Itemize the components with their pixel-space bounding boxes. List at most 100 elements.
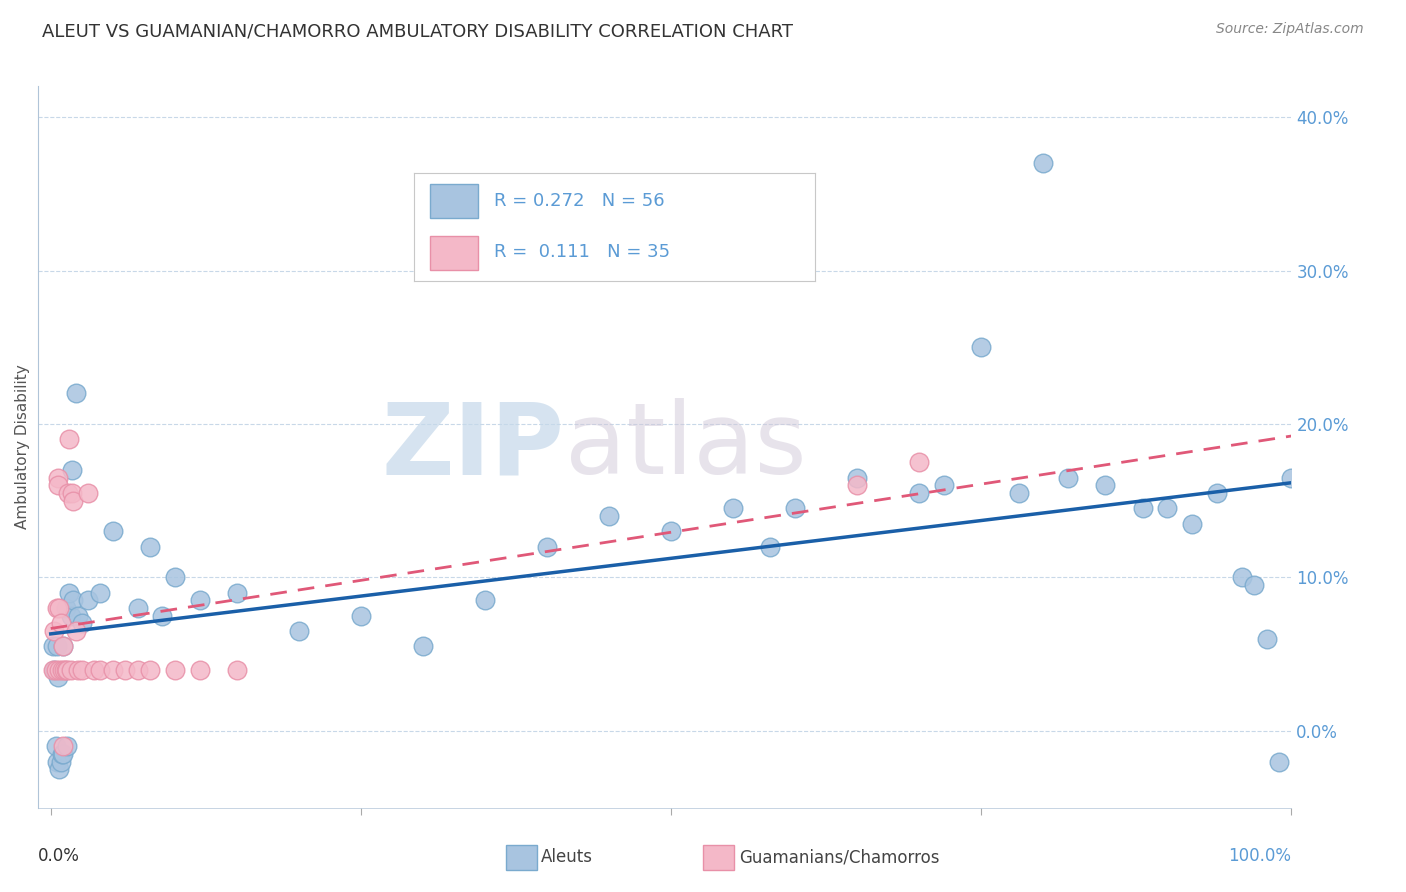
Point: [58, 586, 80, 600]
Point: [52, 747, 75, 761]
Point: [188, 593, 211, 607]
Point: [474, 593, 496, 607]
Point: [188, 663, 211, 677]
Point: [908, 455, 931, 469]
Point: [52, 640, 75, 654]
Point: [56, 486, 79, 500]
Point: [1243, 578, 1265, 592]
Point: [1230, 570, 1253, 584]
Point: [89, 586, 111, 600]
Text: 100.0%: 100.0%: [1229, 847, 1292, 865]
Point: [101, 663, 124, 677]
Point: [89, 663, 111, 677]
Point: [412, 640, 434, 654]
Y-axis label: Ambulatory Disability: Ambulatory Disability: [15, 365, 30, 529]
Point: [83, 663, 105, 677]
Point: [721, 501, 744, 516]
Point: [58, 433, 80, 447]
Point: [1057, 471, 1080, 485]
Point: [44, 663, 66, 677]
Point: [225, 663, 247, 677]
Point: [1094, 478, 1116, 492]
Point: [48, 601, 70, 615]
Point: [52, 739, 75, 754]
Point: [56, 739, 79, 754]
Point: [598, 509, 620, 524]
Point: [846, 471, 869, 485]
Point: [59, 663, 82, 677]
Point: [1206, 486, 1229, 500]
Point: [163, 570, 186, 584]
Point: [52, 640, 75, 654]
Point: [759, 540, 782, 554]
Point: [46, 601, 69, 615]
Text: ALEUT VS GUAMANIAN/CHAMORRO AMBULATORY DISABILITY CORRELATION CHART: ALEUT VS GUAMANIAN/CHAMORRO AMBULATORY D…: [42, 22, 793, 40]
Point: [1256, 632, 1278, 646]
Point: [48, 762, 70, 776]
Point: [55, 663, 77, 677]
Point: [225, 586, 247, 600]
Text: ZIP: ZIP: [382, 399, 565, 495]
Point: [1007, 486, 1029, 500]
Point: [70, 616, 93, 631]
Point: [67, 663, 90, 677]
Point: [77, 593, 100, 607]
Point: [77, 486, 100, 500]
Point: [1181, 516, 1204, 531]
Point: [350, 608, 373, 623]
Point: [1268, 755, 1291, 769]
Point: [46, 640, 69, 654]
Point: [46, 478, 69, 492]
Point: [785, 501, 807, 516]
Text: 0.0%: 0.0%: [38, 847, 80, 865]
Point: [101, 524, 124, 539]
Point: [114, 663, 136, 677]
Point: [51, 747, 73, 761]
Point: [44, 624, 66, 639]
Point: [288, 624, 311, 639]
Point: [45, 663, 67, 677]
Text: atlas: atlas: [565, 399, 806, 495]
Point: [65, 624, 87, 639]
Point: [56, 663, 79, 677]
Point: [55, 601, 77, 615]
Point: [46, 670, 69, 684]
Point: [59, 608, 82, 623]
Point: [48, 663, 70, 677]
Point: [163, 663, 186, 677]
Point: [970, 340, 993, 354]
Point: [65, 386, 87, 401]
Point: [932, 478, 955, 492]
Text: Guamanians/Chamorros: Guamanians/Chamorros: [740, 848, 941, 866]
Point: [45, 739, 67, 754]
Point: [51, 663, 73, 677]
Point: [127, 601, 149, 615]
Point: [60, 486, 83, 500]
Point: [49, 755, 72, 769]
Point: [67, 608, 90, 623]
Point: [846, 478, 869, 492]
Point: [139, 663, 162, 677]
Point: [53, 663, 76, 677]
Point: [49, 616, 72, 631]
Point: [1132, 501, 1154, 516]
Point: [659, 524, 682, 539]
Text: Aleuts: Aleuts: [541, 848, 593, 866]
Point: [127, 663, 149, 677]
Point: [60, 463, 83, 477]
Point: [62, 593, 84, 607]
Point: [152, 608, 174, 623]
Point: [1032, 156, 1054, 170]
Point: [62, 493, 84, 508]
Point: [1156, 501, 1178, 516]
Point: [42, 663, 65, 677]
Point: [70, 663, 93, 677]
Point: [908, 486, 931, 500]
Text: Source: ZipAtlas.com: Source: ZipAtlas.com: [1216, 22, 1364, 37]
Point: [46, 755, 69, 769]
Point: [1281, 471, 1303, 485]
Point: [42, 640, 65, 654]
Point: [139, 540, 162, 554]
Point: [46, 471, 69, 485]
Point: [536, 540, 558, 554]
